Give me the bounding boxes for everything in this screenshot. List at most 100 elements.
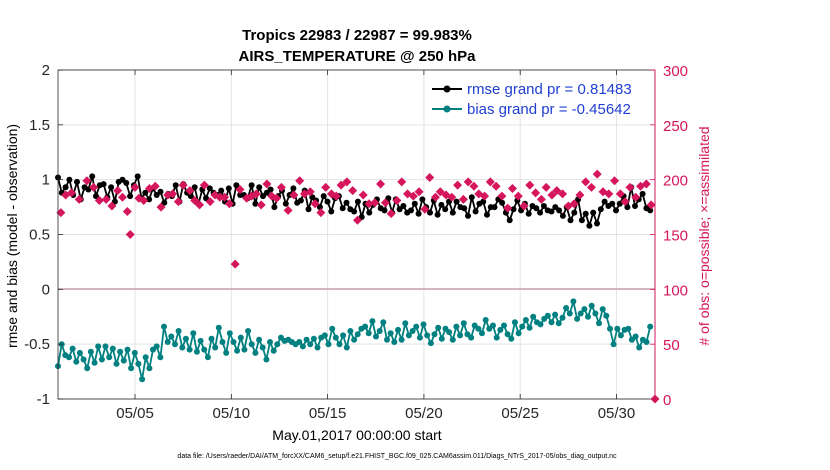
obs-assimilated-marker: [491, 181, 501, 191]
obs-assimilated-marker: [513, 191, 523, 201]
bias-point: [84, 365, 91, 372]
rmse-point: [191, 184, 198, 191]
obs-assimilated-marker: [272, 193, 282, 203]
bias-point: [157, 354, 164, 361]
obs-assimilated-marker: [586, 182, 596, 192]
rmse-point: [537, 209, 544, 216]
obs-assimilated-marker: [118, 192, 128, 202]
bias-point: [310, 335, 317, 342]
bias-point: [614, 325, 621, 332]
legend-bias-marker: [443, 105, 451, 113]
bias-point: [98, 356, 105, 363]
rmse-point: [624, 204, 631, 211]
bias-point: [124, 346, 131, 353]
bias-point: [314, 344, 321, 351]
rmse-point: [225, 185, 232, 192]
bias-point: [193, 348, 200, 355]
obs-assimilated-marker: [262, 179, 272, 189]
bias-point: [340, 332, 347, 339]
bias-point: [332, 334, 339, 341]
obs-assimilated-marker: [230, 259, 240, 269]
rmse-point: [248, 182, 255, 189]
rmse-point: [161, 199, 168, 206]
rmse-point: [267, 186, 274, 193]
obs-assimilated-marker: [101, 194, 111, 204]
rmse-point: [427, 209, 433, 216]
bias-point: [636, 344, 643, 351]
x-tick-label: 05/10: [213, 405, 251, 422]
bias-point: [120, 357, 127, 364]
bias-point: [113, 360, 120, 367]
bias-point: [270, 347, 277, 354]
obs-assimilated-marker: [507, 183, 517, 193]
bias-point: [563, 305, 570, 311]
x-axis-label: May.01,2017 00:00:00 start: [272, 427, 442, 443]
rmse-point: [271, 204, 278, 211]
obs-assimilated-marker: [458, 194, 468, 204]
bias-point: [599, 306, 606, 313]
bias-point: [117, 348, 124, 355]
y2-tick-label: 50: [663, 337, 680, 354]
bias-point: [585, 313, 591, 320]
bias-point: [457, 332, 464, 339]
bias-point: [263, 356, 270, 363]
obs-assimilated-marker: [150, 181, 160, 191]
x-tick-label: 05/05: [116, 405, 154, 422]
bias-point: [468, 334, 475, 341]
obs-assimilated-marker: [295, 176, 305, 186]
obs-assimilated-marker: [331, 191, 341, 201]
bias-point: [647, 323, 654, 330]
obs-assimilated-marker: [94, 196, 104, 206]
bias-point: [267, 339, 273, 345]
obs-assimilated-marker: [447, 192, 457, 202]
obs-assimilated-marker: [251, 189, 261, 199]
bias-point: [215, 324, 222, 331]
bias-point: [617, 332, 624, 339]
rmse-point: [616, 200, 623, 207]
bias-point: [307, 341, 314, 348]
rmse-point: [594, 220, 600, 227]
bias-point: [245, 328, 252, 334]
rmse-point: [233, 182, 240, 189]
obs-assimilated-marker: [497, 191, 507, 201]
obs-assimilated-marker: [156, 202, 166, 212]
bias-point: [226, 330, 233, 337]
obs-assimilated-marker: [430, 192, 440, 202]
obs-assimilated-marker: [316, 208, 326, 218]
rmse-point: [297, 197, 304, 204]
bias-point: [610, 341, 617, 348]
bias-point: [391, 339, 398, 345]
y-tick-label: 1: [42, 172, 50, 189]
bias-point: [95, 343, 102, 350]
y2-axis-label: # of obs: o=possible; ×=assimilated: [696, 126, 712, 345]
rmse-point: [366, 209, 373, 216]
rmse-point: [434, 211, 441, 218]
rmse-point: [632, 203, 638, 209]
bias-point: [446, 329, 453, 336]
obs-assimilated-marker: [130, 182, 140, 192]
bias-point: [76, 349, 83, 356]
bias-point: [256, 336, 263, 343]
rmse-point: [609, 200, 616, 207]
obs-assimilated-marker: [414, 187, 424, 197]
obs-assimilated-marker: [205, 197, 215, 207]
bias-point: [592, 310, 599, 317]
bias-point: [395, 326, 401, 333]
y2-tick-label: 0: [663, 392, 671, 409]
bias-point: [482, 317, 489, 323]
chart-subtitle: AIRS_TEMPERATURE @ 250 hPa: [239, 48, 477, 65]
rmse-point: [571, 209, 578, 216]
obs-assimilated-marker: [215, 192, 225, 202]
obs-assimilated-marker: [56, 208, 66, 218]
bias-point: [172, 341, 178, 348]
bias-point: [438, 335, 445, 342]
bias-point: [201, 346, 208, 353]
obs-assimilated-marker: [89, 182, 99, 192]
bias-point: [501, 322, 507, 329]
y2-tick-label: 250: [663, 118, 688, 135]
obs-assimilated-marker: [74, 194, 84, 204]
bias-point: [581, 306, 588, 313]
bias-point: [204, 354, 211, 361]
obs-assimilated-marker: [125, 230, 135, 239]
rmse-point: [324, 198, 331, 205]
